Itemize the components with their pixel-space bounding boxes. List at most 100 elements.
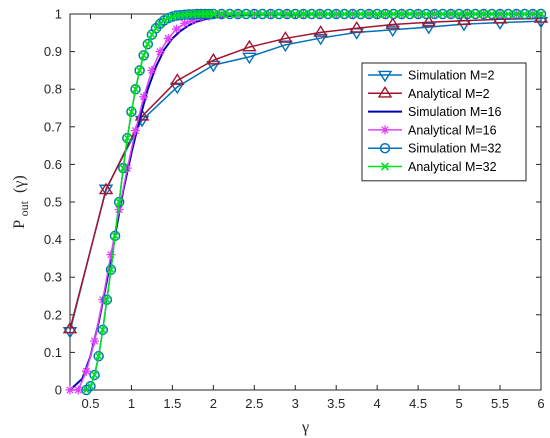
legend-marker	[379, 142, 391, 154]
data-point-analytical-m-2	[456, 13, 472, 26]
data-point-analytical-m-32	[225, 9, 234, 19]
data-point-analytical-m-32	[332, 9, 341, 19]
y-tick-label: 0.8	[44, 82, 62, 97]
legend-box	[361, 62, 527, 182]
x-tick-label: 3	[292, 396, 299, 411]
legend-label: Simulation M=2	[408, 69, 495, 83]
data-point-analytical-m-32	[291, 9, 300, 19]
data-point-analytical-m-32	[258, 9, 267, 19]
legend-item-analytical-m-32: Analytical M=32	[368, 160, 497, 174]
data-point-analytical-m-32	[94, 352, 103, 361]
data-point-simulation-m-32	[85, 380, 96, 392]
data-point-analytical-m-32	[139, 51, 148, 60]
data-point-analytical-m-16	[163, 33, 173, 43]
legend-marker	[377, 85, 393, 98]
data-point-analytical-m-32	[242, 9, 251, 19]
legend-label: Analytical M=32	[408, 160, 497, 174]
legend-label: Analytical M=2	[408, 87, 490, 101]
data-point-analytical-m-32	[487, 9, 496, 19]
data-point-analytical-m-32	[98, 325, 107, 334]
data-point-analytical-m-32	[250, 9, 259, 19]
data-point-analytical-m-32	[528, 9, 537, 19]
data-point-analytical-m-32	[143, 40, 152, 49]
data-point-analytical-m-32	[315, 9, 324, 19]
data-point-analytical-m-32	[446, 9, 455, 19]
data-point-simulation-m-32	[130, 83, 141, 95]
data-point-analytical-m-32	[536, 9, 546, 19]
x-tick-label: 2.5	[245, 396, 263, 411]
data-point-simulation-m-32	[142, 38, 154, 50]
data-point-analytical-m-32	[299, 9, 308, 19]
legend-marker	[380, 125, 390, 135]
data-point-analytical-m-32	[102, 295, 111, 304]
data-point-analytical-m-16	[131, 126, 141, 136]
y-axis-label: P out (γ)	[11, 175, 32, 228]
data-point-analytical-m-32	[430, 9, 439, 19]
data-point-simulation-m-32	[138, 50, 149, 61]
y-tick-label: 0	[55, 383, 62, 398]
y-tick-label: 0.1	[44, 345, 62, 360]
data-point-analytical-m-32	[455, 9, 464, 19]
data-point-analytical-m-16	[171, 24, 181, 34]
legend-label: Simulation M=16	[408, 105, 501, 119]
x-tick-label: 4	[374, 396, 381, 411]
data-point-simulation-m-32	[89, 369, 100, 381]
data-point-simulation-m-2	[313, 33, 328, 46]
series-analytical-m-2	[62, 11, 549, 334]
data-point-analytical-m-32	[471, 9, 480, 19]
data-point-analytical-m-2	[385, 17, 401, 29]
x-tick-label: 6	[537, 396, 544, 411]
data-point-analytical-m-16	[106, 250, 116, 260]
data-point-analytical-m-16	[155, 47, 165, 57]
series-line-analytical-m-32	[85, 13, 541, 391]
data-point-analytical-m-32	[389, 9, 398, 19]
data-point-analytical-m-16	[81, 366, 91, 376]
series-layer	[62, 8, 549, 396]
data-point-analytical-m-16	[73, 385, 83, 395]
data-point-analytical-m-2	[242, 39, 257, 52]
x-tick-label: 1	[128, 396, 135, 411]
data-point-analytical-m-32	[90, 370, 99, 380]
data-point-analytical-m-2	[98, 182, 114, 195]
data-point-analytical-m-32	[373, 9, 382, 19]
y-tick-label: 0.4	[44, 232, 62, 247]
data-point-simulation-m-2	[421, 22, 437, 35]
legend: Simulation M=2 Analytical M=2 Simulation M…	[361, 62, 527, 182]
data-point-analytical-m-32	[356, 9, 365, 19]
data-point-analytical-m-32	[479, 9, 488, 19]
data-point-analytical-m-32	[106, 265, 116, 274]
y-tick-label: 0.9	[44, 44, 62, 59]
data-point-analytical-m-32	[364, 9, 374, 19]
data-point-analytical-m-2	[206, 52, 221, 65]
y-axis-label-subscript: out	[17, 200, 31, 216]
data-point-simulation-m-2	[206, 60, 221, 73]
data-point-analytical-m-32	[123, 134, 132, 143]
x-tick-label: 1.5	[163, 396, 181, 411]
data-point-analytical-m-32	[463, 9, 472, 19]
y-tick-label: 0.5	[44, 195, 62, 210]
data-point-analytical-m-32	[397, 9, 406, 19]
data-point-analytical-m-32	[160, 16, 169, 25]
x-tick-label: 0.5	[81, 396, 99, 411]
data-point-analytical-m-16	[139, 92, 149, 102]
legend-item-analytical-m-16: Analytical M=16	[368, 123, 497, 137]
y-tick-label: 0.3	[44, 270, 62, 285]
axis-ticks: 0.5 1 1.5 2 2.5 3 3.5 4 4.5 5 5.5 6 0 0.1 0.2 0.3 0.4 0.5…	[44, 7, 545, 412]
data-point-analytical-m-32	[110, 231, 120, 240]
data-point-analytical-m-32	[348, 9, 357, 19]
data-point-analytical-m-32	[274, 9, 283, 19]
legend-marker	[377, 70, 393, 83]
y-tick-label: 0.6	[44, 157, 62, 172]
data-point-analytical-m-2	[170, 73, 185, 85]
data-point-analytical-m-32	[512, 9, 521, 19]
x-tick-label: 2	[210, 396, 217, 411]
data-point-analytical-m-32	[495, 9, 505, 19]
legend-item-simulation-m-32: Simulation M=32	[368, 142, 501, 156]
data-point-analytical-m-32	[323, 9, 333, 19]
data-point-analytical-m-32	[283, 9, 292, 19]
data-point-analytical-m-32	[233, 9, 242, 19]
data-point-analytical-m-16	[65, 385, 75, 395]
y-tick-label: 1	[55, 7, 62, 22]
data-point-analytical-m-2	[62, 321, 78, 334]
y-tick-label: 0.7	[44, 119, 62, 134]
